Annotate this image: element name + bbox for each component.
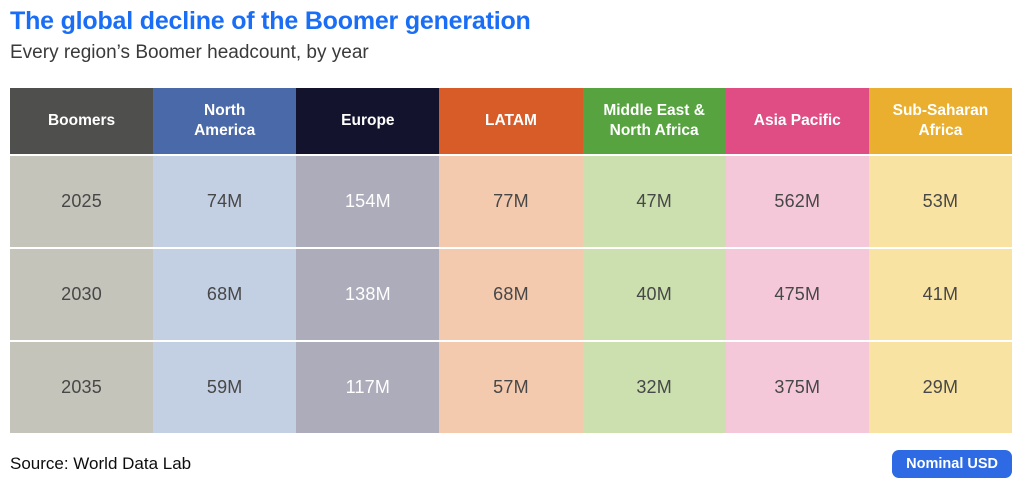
cell-2035-sub-saharan: 29M <box>868 341 1012 433</box>
nominal-usd-badge[interactable]: Nominal USD <box>892 449 1012 478</box>
cell-2035-year: 2035 <box>10 341 154 433</box>
cell-2030-europe: 138M <box>296 248 440 340</box>
source-note: Source: World Data Lab <box>10 453 192 473</box>
cell-2035-mena: 32M <box>582 341 726 433</box>
cell-2025-asia-pacific: 562M <box>725 155 869 247</box>
boomer-headcount-table: Boomers North America Europe LATAM Middl… <box>10 87 1012 433</box>
cell-2030-asia-pacific: 475M <box>725 248 869 340</box>
cell-2030-mena: 40M <box>582 248 726 340</box>
cell-2025-mena: 47M <box>582 155 726 247</box>
cell-2025-north-america: 74M <box>153 155 297 247</box>
cell-2035-north-america: 59M <box>153 341 297 433</box>
cell-2035-latam: 57M <box>439 341 583 433</box>
column-header-europe: Europe <box>296 87 440 154</box>
cell-2025-sub-saharan: 53M <box>868 155 1012 247</box>
cell-2030-year: 2030 <box>10 248 154 340</box>
page-subtitle: Every region’s Boomer headcount, by year <box>10 42 369 63</box>
cell-2035-asia-pacific: 375M <box>725 341 869 433</box>
column-header-sub-saharan: Sub-Saharan Africa <box>868 87 1012 154</box>
cell-2035-europe: 117M <box>296 341 440 433</box>
cell-2030-north-america: 68M <box>153 248 297 340</box>
page-title: The global decline of the Boomer generat… <box>10 7 531 35</box>
cell-2025-year: 2025 <box>10 155 154 247</box>
footer: Source: World Data Lab Nominal USD <box>10 449 1012 478</box>
cell-2030-latam: 68M <box>439 248 583 340</box>
column-header-mena: Middle East & North Africa <box>582 87 726 154</box>
column-header-north-america: North America <box>153 87 297 154</box>
column-header-latam: LATAM <box>439 87 583 154</box>
cell-2030-sub-saharan: 41M <box>868 248 1012 340</box>
column-header-asia-pacific: Asia Pacific <box>725 87 869 154</box>
cell-2025-latam: 77M <box>439 155 583 247</box>
column-header-boomers: Boomers <box>10 87 154 154</box>
cell-2025-europe: 154M <box>296 155 440 247</box>
